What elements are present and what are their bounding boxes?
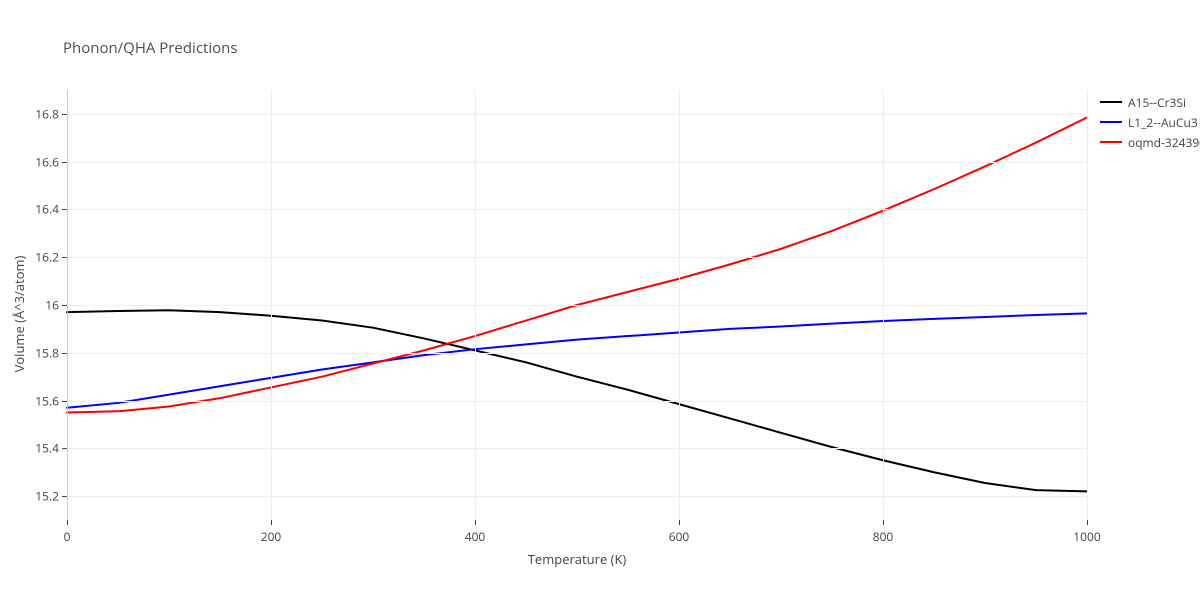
gridline-horizontal bbox=[67, 496, 1087, 497]
legend-label: L1_2--AuCu3 bbox=[1128, 114, 1198, 131]
x-tick bbox=[67, 520, 68, 525]
y-tick bbox=[62, 496, 67, 497]
y-tick-label: 15.2 bbox=[35, 488, 59, 505]
y-tick bbox=[62, 401, 67, 402]
legend-label: A15--Cr3Si bbox=[1128, 94, 1186, 111]
legend-swatch bbox=[1100, 101, 1122, 103]
series-line[interactable] bbox=[67, 313, 1087, 407]
gridline-vertical bbox=[1087, 90, 1088, 520]
x-tick bbox=[883, 520, 884, 525]
x-tick-label: 800 bbox=[873, 528, 894, 545]
y-tick bbox=[62, 209, 67, 210]
x-tick bbox=[475, 520, 476, 525]
y-tick-label: 16.4 bbox=[35, 201, 59, 218]
x-tick-label: 1000 bbox=[1073, 528, 1100, 545]
y-tick-label: 15.8 bbox=[35, 344, 59, 361]
x-tick-label: 400 bbox=[465, 528, 486, 545]
y-tick-label: 16.2 bbox=[35, 249, 59, 266]
x-tick bbox=[679, 520, 680, 525]
y-tick bbox=[62, 353, 67, 354]
y-tick bbox=[62, 448, 67, 449]
y-tick bbox=[62, 114, 67, 115]
legend-item[interactable]: A15--Cr3Si bbox=[1100, 92, 1200, 112]
legend-item[interactable]: L1_2--AuCu3 bbox=[1100, 112, 1200, 132]
y-tick-label: 15.4 bbox=[35, 440, 59, 457]
legend-swatch bbox=[1100, 141, 1122, 143]
gridline-horizontal bbox=[67, 257, 1087, 258]
y-tick-label: 16.8 bbox=[35, 105, 59, 122]
x-tick-label: 200 bbox=[261, 528, 282, 545]
chart-title: Phonon/QHA Predictions bbox=[63, 38, 238, 58]
y-tick-label: 16 bbox=[45, 297, 59, 314]
gridline-horizontal bbox=[67, 353, 1087, 354]
gridline-horizontal bbox=[67, 162, 1087, 163]
x-tick bbox=[1087, 520, 1088, 525]
gridline-horizontal bbox=[67, 401, 1087, 402]
plot-area bbox=[67, 90, 1087, 520]
x-tick bbox=[271, 520, 272, 525]
y-tick-label: 16.6 bbox=[35, 153, 59, 170]
gridline-horizontal bbox=[67, 114, 1087, 115]
y-axis-label: Volume (Å^3/atom) bbox=[10, 256, 28, 373]
legend-item[interactable]: oqmd-324390 bbox=[1100, 132, 1200, 152]
chart-container: Phonon/QHA Predictions Temperature (K) V… bbox=[0, 0, 1200, 600]
legend-label: oqmd-324390 bbox=[1128, 134, 1200, 151]
gridline-horizontal bbox=[67, 209, 1087, 210]
legend-swatch bbox=[1100, 121, 1122, 123]
x-tick-label: 0 bbox=[64, 528, 71, 545]
legend: A15--Cr3Si L1_2--AuCu3 oqmd-324390 bbox=[1100, 92, 1200, 152]
x-axis-label: Temperature (K) bbox=[528, 550, 627, 568]
gridline-horizontal bbox=[67, 305, 1087, 306]
y-tick-label: 15.6 bbox=[35, 392, 59, 409]
y-tick bbox=[62, 162, 67, 163]
x-tick-label: 600 bbox=[669, 528, 690, 545]
gridline-horizontal bbox=[67, 448, 1087, 449]
y-tick bbox=[62, 257, 67, 258]
y-tick bbox=[62, 305, 67, 306]
